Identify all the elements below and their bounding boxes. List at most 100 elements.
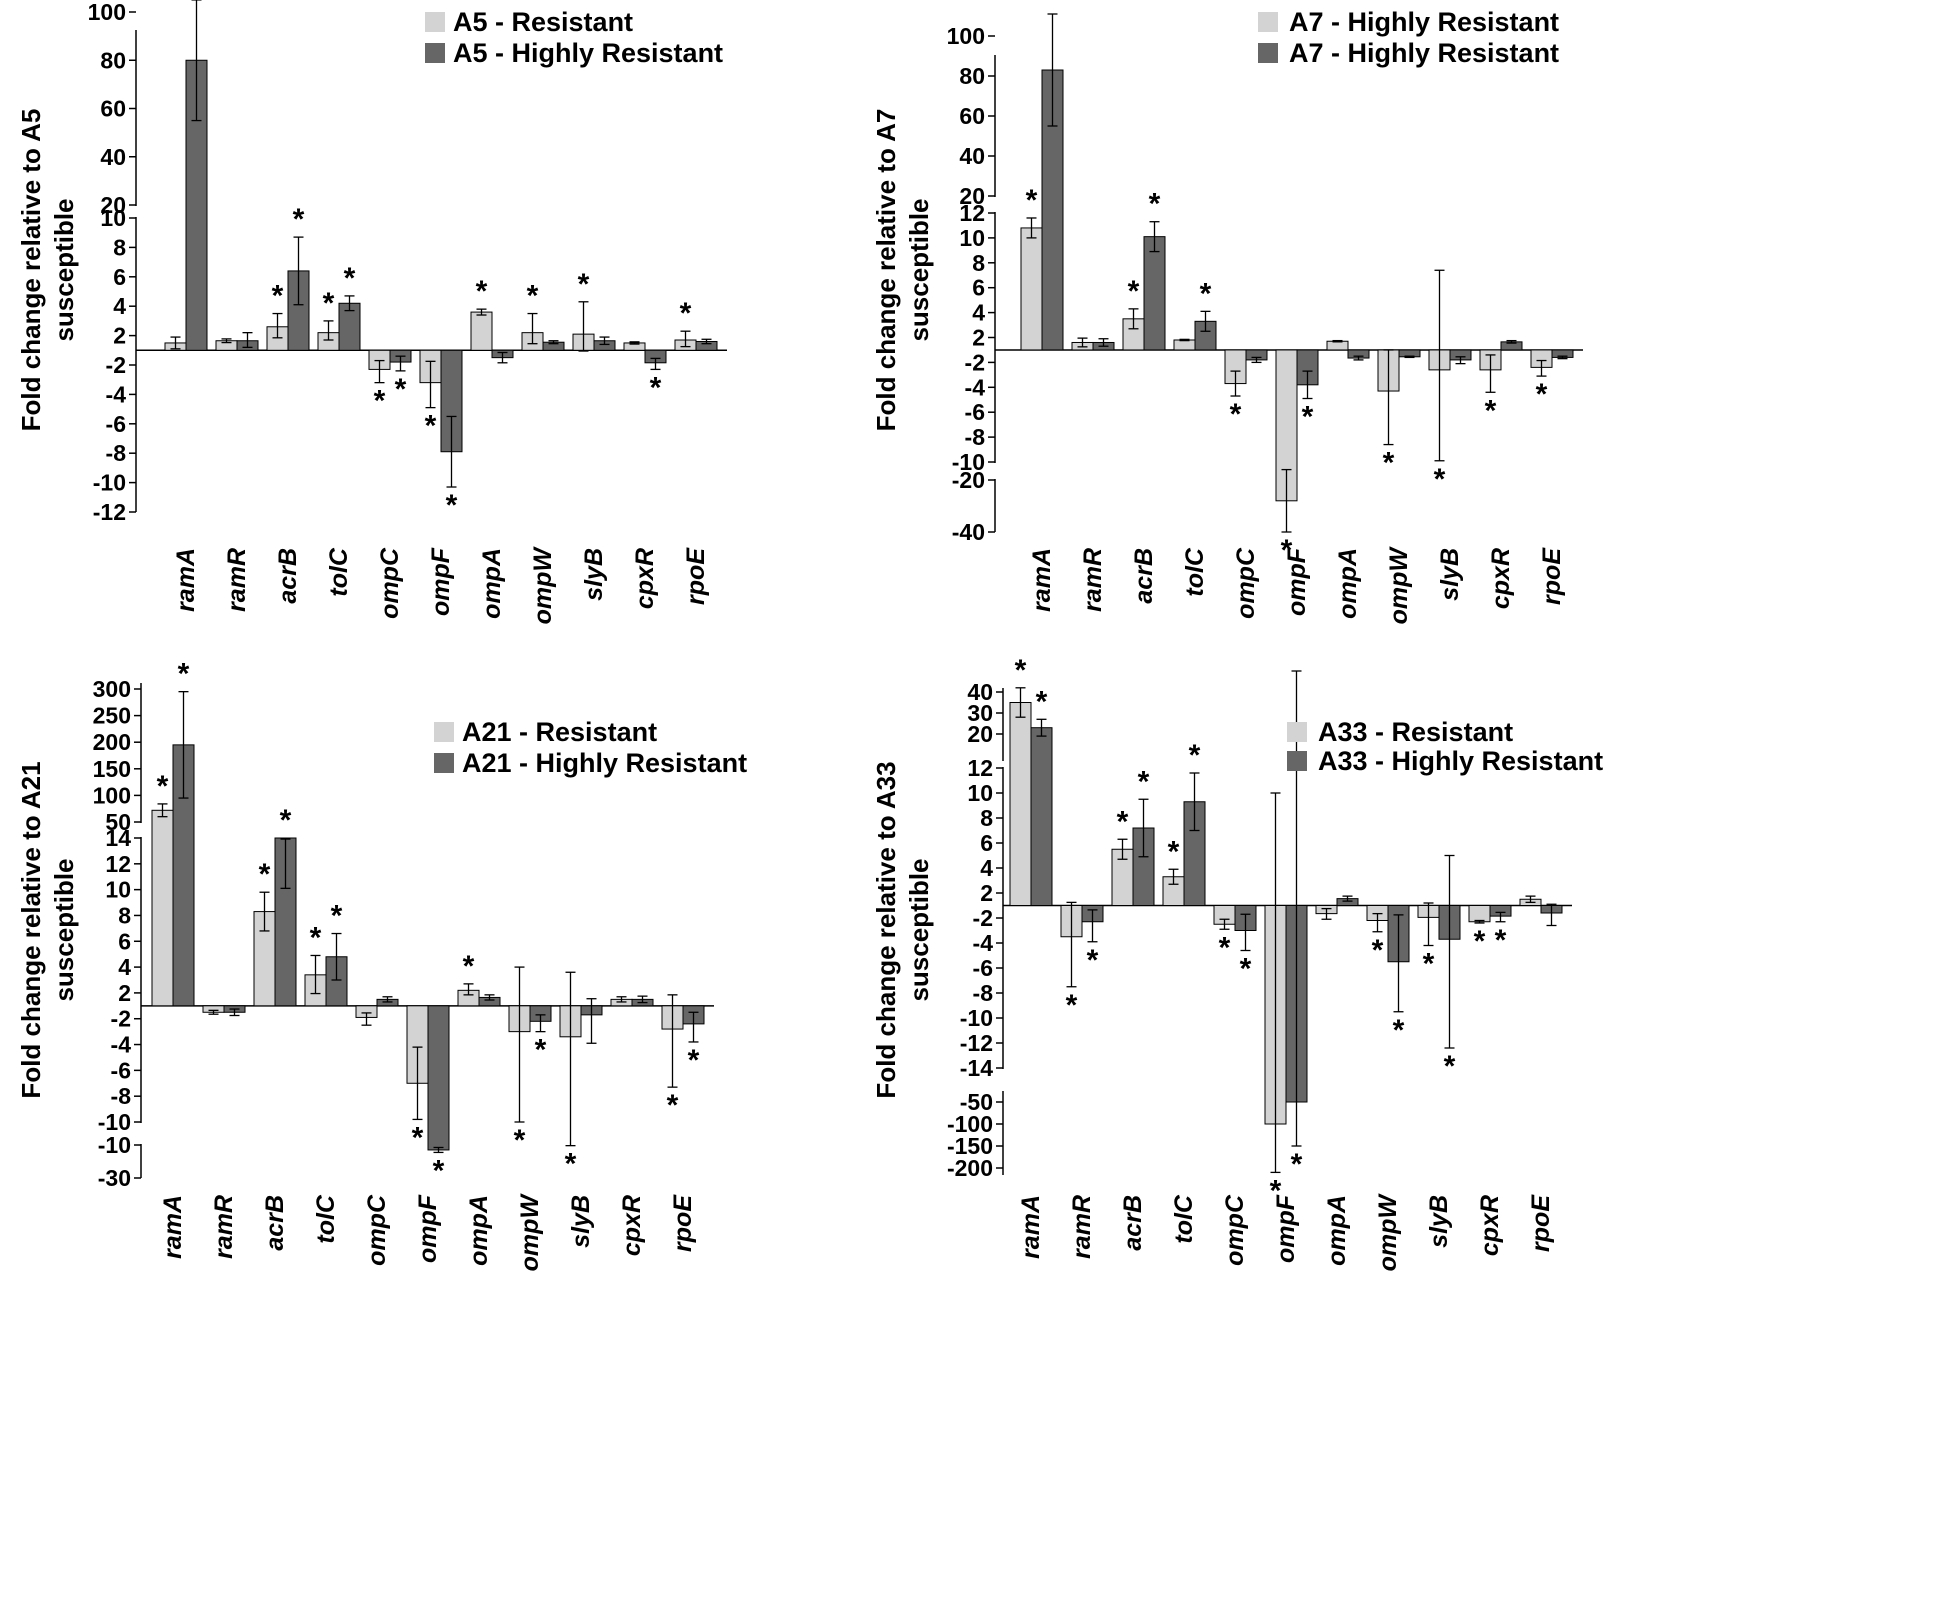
y-axis-label-line1: Fold change relative to A33: [871, 761, 901, 1098]
significance-star: *: [578, 268, 590, 301]
y-tick-label: -4: [973, 930, 994, 956]
gene-label-ompW: ompW: [1385, 546, 1413, 625]
gene-label-ompC: ompC: [1232, 547, 1260, 619]
y-tick-label: 60: [100, 96, 126, 122]
gene-label-ramR: ramR: [223, 548, 251, 612]
y-tick-label: 12: [967, 755, 993, 781]
significance-star: *: [395, 373, 407, 406]
bar-cpxR-series-1: [1468, 905, 1491, 923]
significance-star: *: [650, 371, 662, 404]
y-tick-label: -30: [98, 1165, 131, 1191]
significance-star: *: [527, 280, 539, 313]
bar-acrB-series-2: [1143, 236, 1166, 351]
gene-label-ramA: ramA: [1028, 548, 1056, 612]
y-tick-label: 20: [959, 183, 985, 209]
legend-swatch-2: [1258, 43, 1278, 63]
significance-star: *: [463, 950, 475, 983]
gene-label-ramR: ramR: [210, 1195, 238, 1259]
significance-star: *: [1036, 685, 1048, 718]
y-tick-label: -200: [947, 1155, 993, 1181]
significance-star: *: [535, 1034, 547, 1067]
y-tick-label: 10: [959, 225, 985, 251]
legend-swatch-2: [425, 43, 445, 63]
y-axis-label-line2: susceptible: [904, 198, 934, 341]
significance-star: *: [344, 262, 356, 295]
gene-label-ompA: ompA: [478, 548, 506, 619]
legend-swatch-2: [434, 753, 454, 773]
significance-star: *: [446, 489, 458, 522]
legend-swatch-1: [434, 722, 454, 742]
y-tick-label: 10: [967, 780, 993, 806]
y-tick-label: -100: [947, 1111, 993, 1137]
significance-star: *: [565, 1148, 577, 1181]
bar-ramA-series-1: [1009, 702, 1032, 906]
gene-label-rpoE: rpoE: [682, 547, 710, 605]
legend-label-2: A7 - Highly Resistant: [1289, 38, 1559, 68]
y-tick-label: 6: [118, 928, 131, 954]
y-tick-label: -20: [952, 467, 985, 493]
legend-label-1: A5 - Resistant: [453, 7, 633, 37]
gene-label-tolC: tolC: [1170, 1194, 1198, 1244]
significance-star: *: [1485, 394, 1497, 427]
legend-swatch-2: [1287, 751, 1307, 771]
gene-label-rpoE: rpoE: [669, 1194, 697, 1252]
significance-star: *: [1066, 989, 1078, 1022]
y-tick-label: -12: [960, 1030, 993, 1056]
legend-swatch-1: [425, 12, 445, 32]
y-axis-label-line2: susceptible: [49, 198, 79, 341]
gene-label-ompC: ompC: [363, 1194, 391, 1266]
gene-label-cpxR: cpxR: [631, 548, 659, 609]
y-tick-label: -6: [106, 411, 126, 437]
y-tick-label: -150: [947, 1133, 993, 1159]
y-tick-label: 6: [113, 264, 126, 290]
bar-ompA-series-1: [1326, 340, 1349, 351]
significance-star: *: [1444, 1050, 1456, 1083]
significance-star: *: [1372, 934, 1384, 967]
gene-label-slyB: slyB: [567, 1195, 595, 1248]
significance-star: *: [310, 921, 322, 954]
y-tick-label: -6: [965, 399, 985, 425]
gene-label-ompF: ompF: [427, 547, 455, 616]
axis-break-1: [997, 761, 1009, 767]
y-tick-label: 100: [88, 0, 126, 25]
significance-star: *: [1281, 534, 1293, 567]
y-tick-label: 100: [947, 23, 985, 49]
bar-ramA-series-1: [1020, 227, 1043, 351]
significance-star: *: [331, 900, 343, 933]
gene-label-cpxR: cpxR: [1476, 1195, 1504, 1256]
y-tick-label: 6: [980, 830, 993, 856]
y-tick-label: -4: [106, 381, 127, 407]
significance-star: *: [374, 385, 386, 418]
y-tick-label: 10: [100, 205, 126, 231]
y-tick-label: -10: [98, 1109, 131, 1135]
significance-star: *: [157, 770, 169, 803]
axis-break-1: [989, 197, 1001, 212]
significance-star: *: [680, 297, 692, 330]
legend-label-1: A21 - Resistant: [462, 717, 657, 747]
y-tick-label: 80: [100, 47, 126, 73]
y-tick-label: -12: [93, 499, 126, 525]
legend-label-2: A5 - Highly Resistant: [453, 38, 723, 68]
y-tick-label: -10: [98, 1132, 131, 1158]
y-tick-label: -8: [965, 424, 986, 450]
legend-label-2: A21 - Highly Resistant: [462, 748, 747, 778]
significance-star: *: [1423, 948, 1435, 981]
significance-star: *: [259, 858, 271, 891]
gene-label-ompW: ompW: [1374, 1193, 1402, 1272]
y-tick-label: 250: [93, 703, 131, 729]
significance-star: *: [1015, 654, 1027, 687]
significance-star: *: [1189, 739, 1201, 772]
y-tick-label: 40: [967, 679, 993, 705]
significance-star: *: [1047, 0, 1059, 13]
significance-star: *: [667, 1089, 679, 1122]
axis-break-2: [997, 1069, 1009, 1091]
gene-label-ompC: ompC: [376, 547, 404, 619]
y-tick-label: -14: [960, 1055, 993, 1081]
y-tick-label: 10: [105, 877, 131, 903]
significance-star: *: [272, 280, 284, 313]
y-tick-label: 2: [972, 325, 985, 351]
y-tick-label: -2: [106, 352, 126, 378]
axis-break-2: [135, 1123, 147, 1144]
